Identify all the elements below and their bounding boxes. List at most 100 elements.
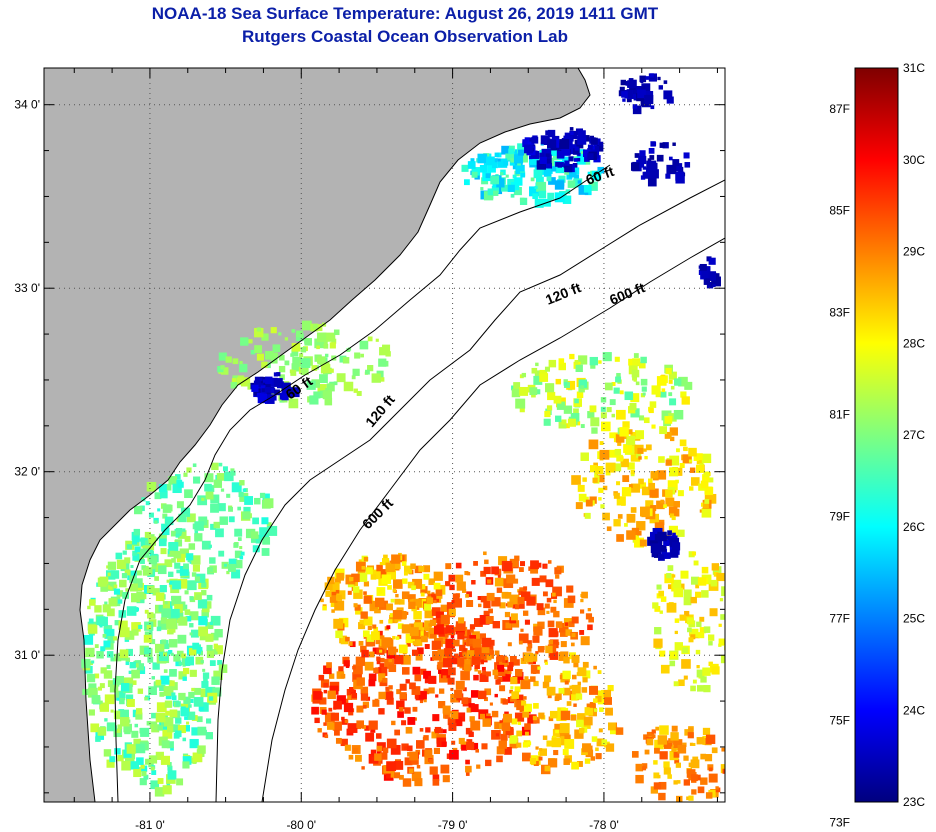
sst-pixel: [160, 617, 168, 624]
sst-pixel: [699, 509, 703, 513]
sst-pixel: [495, 178, 505, 188]
sst-pixel: [548, 639, 554, 645]
sst-pixel: [680, 391, 687, 398]
sst-pixel: [103, 749, 112, 757]
sst-pixel: [503, 713, 513, 723]
sst-pixel: [695, 649, 701, 655]
sst-pixel: [433, 624, 444, 635]
sst-pixel: [691, 774, 698, 782]
sst-pixel: [178, 616, 188, 626]
sst-pixel: [668, 506, 678, 516]
sst-pixel: [429, 758, 434, 764]
sst-pixel: [110, 709, 114, 713]
sst-pixel: [264, 351, 274, 360]
sst-pixel: [361, 649, 369, 658]
sst-pixel: [542, 681, 550, 689]
sst-pixel: [522, 752, 531, 762]
sst-pixel: [457, 632, 465, 640]
sst-pixel: [414, 694, 420, 699]
axis-labels: -81 0' -80 0' -79 0' -78 0'34 0'33 0'32 0'3…: [14, 98, 618, 832]
sst-pixel: [598, 728, 603, 733]
sst-pixel: [119, 627, 130, 638]
sst-pixel: [441, 668, 451, 679]
sst-pixel: [678, 583, 685, 590]
sst-pixel: [507, 642, 512, 647]
sst-pixel: [175, 617, 181, 624]
sst-pixel: [525, 731, 529, 736]
sst-pixel: [631, 369, 640, 378]
sst-pixel: [582, 677, 588, 683]
sst-pixel: [378, 691, 386, 700]
sst-pixel: [654, 605, 661, 612]
sst-pixel: [411, 686, 421, 695]
sst-pixel: [635, 381, 640, 386]
sst-pixel: [151, 564, 160, 573]
sst-pixel: [699, 616, 705, 622]
sst-pixel: [593, 462, 598, 468]
sst-pixel: [317, 728, 322, 733]
sst-pixel: [472, 638, 482, 648]
sst-pixel: [353, 747, 359, 753]
sst-pixel: [535, 389, 541, 395]
sst-pixel: [589, 685, 598, 695]
sst-pixel: [373, 626, 379, 632]
sst-pixel: [522, 139, 528, 145]
sst-pixel: [465, 765, 472, 773]
sst-pixel: [296, 330, 303, 338]
sst-pixel: [205, 686, 216, 697]
sst-pixel: [515, 398, 526, 409]
sst-pixel: [349, 686, 355, 693]
sst-pixel: [126, 699, 135, 707]
sst-pixel: [501, 722, 511, 731]
sst-pixel: [691, 551, 697, 556]
sst-pixel: [497, 574, 501, 578]
sst-pixel: [463, 664, 471, 672]
sst-pixel: [213, 643, 218, 648]
sst-pixel: [585, 749, 594, 758]
sst-pixel: [188, 543, 196, 550]
sst-pixel: [159, 691, 165, 697]
sst-pixel: [221, 367, 229, 375]
sst-pixel: [208, 566, 214, 572]
sst-pixel: [166, 579, 170, 583]
sst-pixel: [668, 525, 678, 535]
sst-pixel: [341, 718, 348, 725]
sst-pixel: [578, 355, 588, 365]
sst-pixel: [549, 710, 558, 719]
colorbar-celsius-label: 28C: [903, 336, 925, 350]
sst-pixel: [175, 533, 180, 538]
sst-pixel: [466, 591, 472, 598]
sst-pixel: [690, 634, 696, 640]
sst-pixel: [706, 271, 716, 281]
sst-pixel: [669, 513, 675, 518]
sst-pixel: [378, 358, 387, 367]
sst-pixel: [587, 607, 591, 612]
sst-pixel: [122, 591, 130, 599]
sst-pixel: [240, 337, 249, 346]
sst-pixel: [411, 585, 416, 591]
sst-pixel: [706, 281, 714, 289]
sst-pixel: [656, 154, 664, 162]
sst-pixel: [203, 678, 208, 684]
sst-pixel: [368, 720, 378, 730]
sst-pixel: [145, 540, 151, 546]
sst-pixel: [399, 692, 407, 700]
sst-pixel: [88, 709, 95, 716]
sst-pixel: [590, 756, 596, 761]
sst-pixel: [102, 604, 111, 613]
sst-pixel: [122, 550, 127, 555]
sst-pixel: [168, 580, 174, 585]
sst-pixel: [198, 616, 208, 626]
sst-pixel: [546, 740, 553, 747]
sst-pixel: [482, 718, 491, 727]
sst-pixel: [345, 636, 350, 642]
sst-pixel: [713, 571, 719, 577]
sst-pixel: [139, 548, 150, 558]
sst-pixel: [649, 531, 659, 541]
sst-pixel: [453, 639, 460, 647]
sst-pixel: [628, 79, 637, 89]
sst-pixel: [336, 373, 346, 383]
sst-pixel: [316, 345, 320, 350]
sst-pixel: [119, 579, 127, 588]
sst-pixel: [533, 703, 539, 709]
